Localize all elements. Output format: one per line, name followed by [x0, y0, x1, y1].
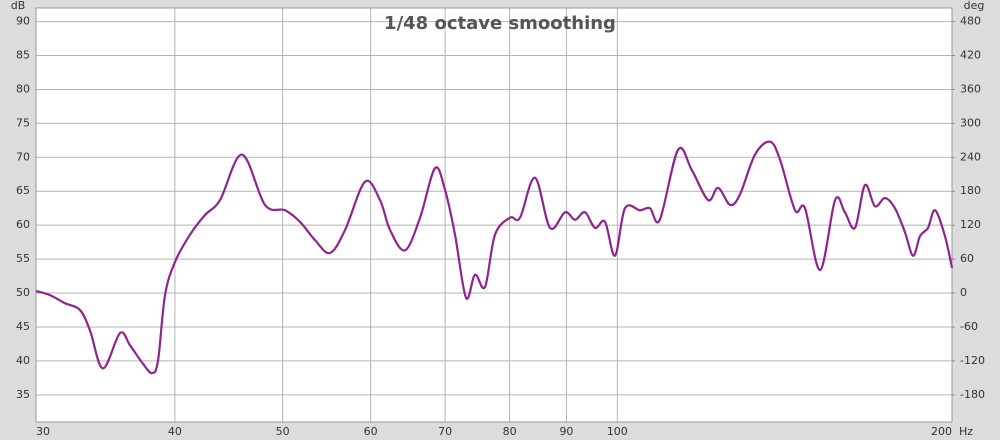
y2-tick-label: -180 [960, 388, 985, 401]
y-tick-label: 60 [16, 218, 30, 231]
x-tick-label: 40 [168, 425, 182, 438]
x-tick-label: 100 [607, 425, 628, 438]
y-tick-label: 40 [16, 354, 30, 367]
y2-tick-label: 360 [960, 82, 981, 95]
y-tick-label: 70 [16, 150, 30, 163]
y-tick-label: 45 [16, 320, 30, 333]
plot-border [35, 7, 953, 423]
y2-tick-label: 120 [960, 218, 981, 231]
y-tick-label: 55 [16, 252, 30, 265]
y2-tick-label: 300 [960, 116, 981, 129]
chart-title: 1/48 octave smoothing [384, 13, 616, 34]
y-tick-label: 50 [16, 286, 30, 299]
y-tick-label: 90 [16, 15, 30, 28]
plot-area [36, 8, 952, 422]
y2-axis-label: deg [964, 0, 985, 12]
y2-tick-label: 180 [960, 184, 981, 197]
x-tick-label: 30 [36, 425, 50, 438]
y2-tick-label: -120 [960, 354, 985, 367]
x-axis-label: Hz [959, 425, 973, 438]
x-tick-label: 80 [503, 425, 517, 438]
y2-tick-label: 480 [960, 15, 981, 28]
y2-tick-label: 0 [960, 286, 967, 299]
y-tick-label: 80 [16, 82, 30, 95]
y2-tick-label: 240 [960, 150, 981, 163]
x-tick-label: 50 [276, 425, 290, 438]
x-tick-label: 200 [931, 425, 952, 438]
x-tick-label: 60 [364, 425, 378, 438]
y-tick-label: 65 [16, 184, 30, 197]
x-tick-label: 70 [438, 425, 452, 438]
y2-tick-label: 60 [960, 252, 974, 265]
response-line [35, 140, 954, 375]
x-tick-label: 90 [559, 425, 573, 438]
y-tick-label: 85 [16, 49, 30, 62]
y2-tick-label: 420 [960, 49, 981, 62]
y-axis-label: dB [11, 0, 26, 12]
y-tick-label: 75 [16, 116, 30, 129]
y-tick-label: 35 [16, 388, 30, 401]
y2-tick-label: -60 [960, 320, 978, 333]
